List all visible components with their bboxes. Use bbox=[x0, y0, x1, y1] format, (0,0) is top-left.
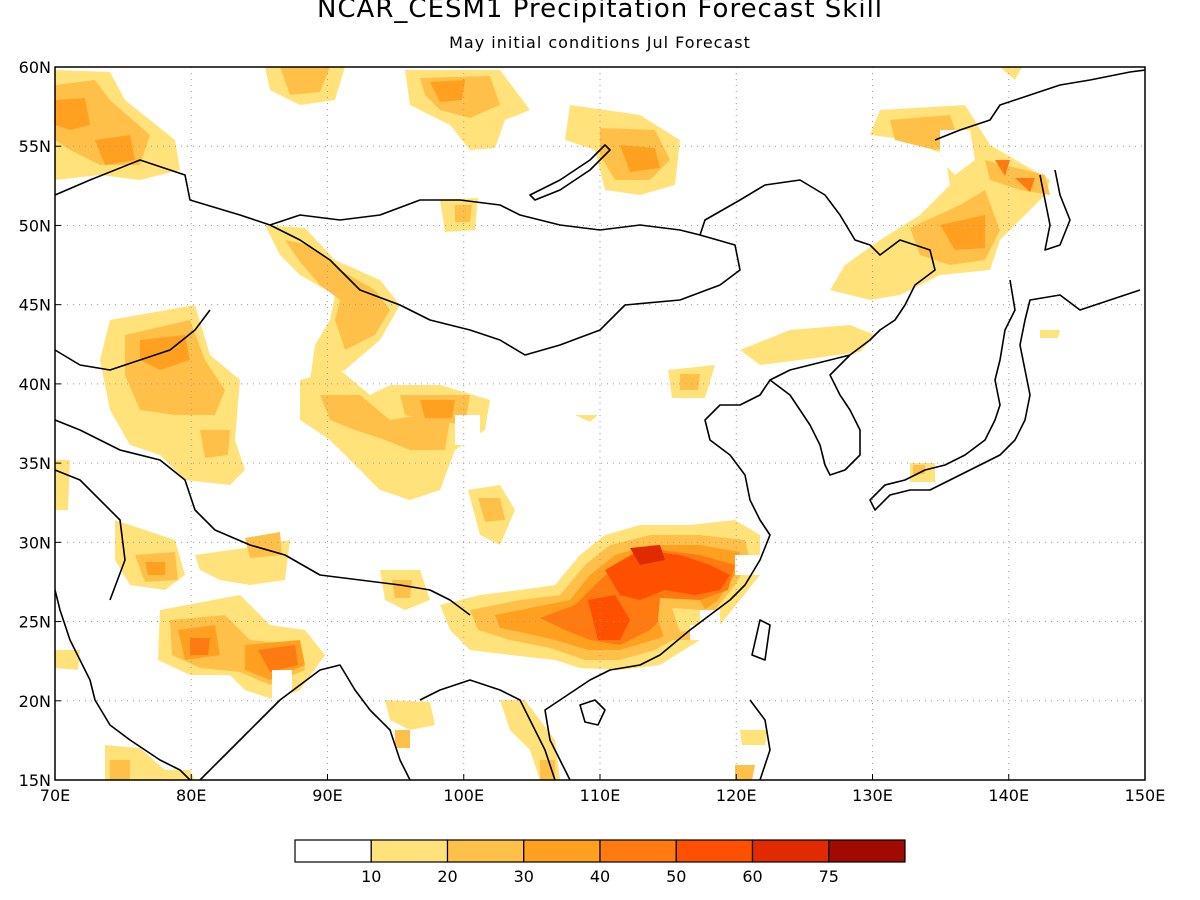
coast-okhotsk bbox=[934, 69, 1145, 141]
colorbar-swatch bbox=[828, 839, 906, 863]
longitude-tick-label: 130E bbox=[852, 786, 893, 805]
longitude-tick-label: 150E bbox=[1125, 786, 1166, 805]
longitude-tick-label: 120E bbox=[716, 786, 757, 805]
longitude-tick-label: 80E bbox=[176, 786, 206, 805]
coast-bengal bbox=[199, 664, 411, 780]
border-china-north bbox=[55, 159, 936, 356]
map-title: NCAR_CESM1 Precipitation Forecast Skill bbox=[316, 0, 884, 24]
colorbar-swatch bbox=[675, 839, 754, 863]
coast-india bbox=[55, 589, 191, 780]
longitude-tick-label: 100E bbox=[443, 786, 484, 805]
colorbar-label: 40 bbox=[590, 867, 610, 886]
latitude-tick-label: 55N bbox=[19, 137, 51, 156]
colorbar-label: 50 bbox=[666, 867, 686, 886]
colorbar-swatch bbox=[294, 839, 372, 863]
latitude-tick-label: 45N bbox=[19, 296, 51, 315]
longitude-labels: 70E 80E 90E 100E 110E 120E 130E 140E 150E bbox=[40, 774, 1166, 805]
skill-region-kazakhstan-north-peak bbox=[55, 98, 90, 130]
latitude-tick-label: 20N bbox=[19, 692, 51, 711]
latitude-tick-label: 15N bbox=[19, 771, 51, 790]
coast-taiwan bbox=[751, 619, 771, 661]
coast-japan bbox=[869, 279, 1141, 511]
map-subtitle: May initial conditions Jul Forecast bbox=[449, 33, 751, 52]
coastlines-and-borders bbox=[55, 69, 1145, 780]
coast-east-china bbox=[544, 354, 851, 780]
colorbar-label: 75 bbox=[819, 867, 839, 886]
colorbar-swatch bbox=[599, 839, 677, 863]
colorbar-label: 30 bbox=[514, 867, 534, 886]
coast-sakhalin bbox=[1039, 169, 1071, 251]
colorbar-swatch bbox=[446, 839, 525, 863]
colorbar-label: 60 bbox=[742, 867, 762, 886]
longitude-tick-label: 70E bbox=[40, 786, 70, 805]
latitude-tick-label: 50N bbox=[19, 216, 51, 235]
latitude-labels: 60N 55N 50N 45N 40N 35N 30N 25N 20N 15N bbox=[19, 58, 61, 790]
skill-region-altai bbox=[265, 225, 400, 380]
latitude-tick-label: 35N bbox=[19, 454, 51, 473]
latitude-tick-label: 60N bbox=[19, 58, 51, 77]
border-central-asia bbox=[55, 309, 211, 371]
latitude-tick-label: 30N bbox=[19, 533, 51, 552]
coast-lake-baikal bbox=[529, 144, 611, 201]
longitude-tick-label: 90E bbox=[312, 786, 342, 805]
border-mongolia bbox=[269, 199, 701, 236]
longitude-tick-label: 140E bbox=[988, 786, 1029, 805]
graticule bbox=[55, 67, 1145, 780]
latitude-tick-label: 25N bbox=[19, 613, 51, 632]
colorbar-label: 10 bbox=[361, 867, 381, 886]
border-himalaya bbox=[55, 419, 471, 616]
coast-philippines bbox=[749, 699, 771, 780]
coast-indochina bbox=[419, 679, 556, 780]
colorbar-swatch bbox=[751, 839, 830, 863]
colorbar-label: 20 bbox=[437, 867, 457, 886]
colorbar: 10 20 30 40 50 60 75 bbox=[294, 839, 906, 886]
colorbar-swatch bbox=[523, 839, 601, 863]
latitude-tick-label: 40N bbox=[19, 375, 51, 394]
coast-korea bbox=[769, 354, 861, 476]
colorbar-swatch bbox=[370, 839, 449, 863]
border-afghan bbox=[55, 469, 126, 601]
coast-hainan bbox=[579, 699, 606, 726]
longitude-tick-label: 110E bbox=[580, 786, 621, 805]
skill-shading-layer bbox=[55, 67, 1060, 780]
